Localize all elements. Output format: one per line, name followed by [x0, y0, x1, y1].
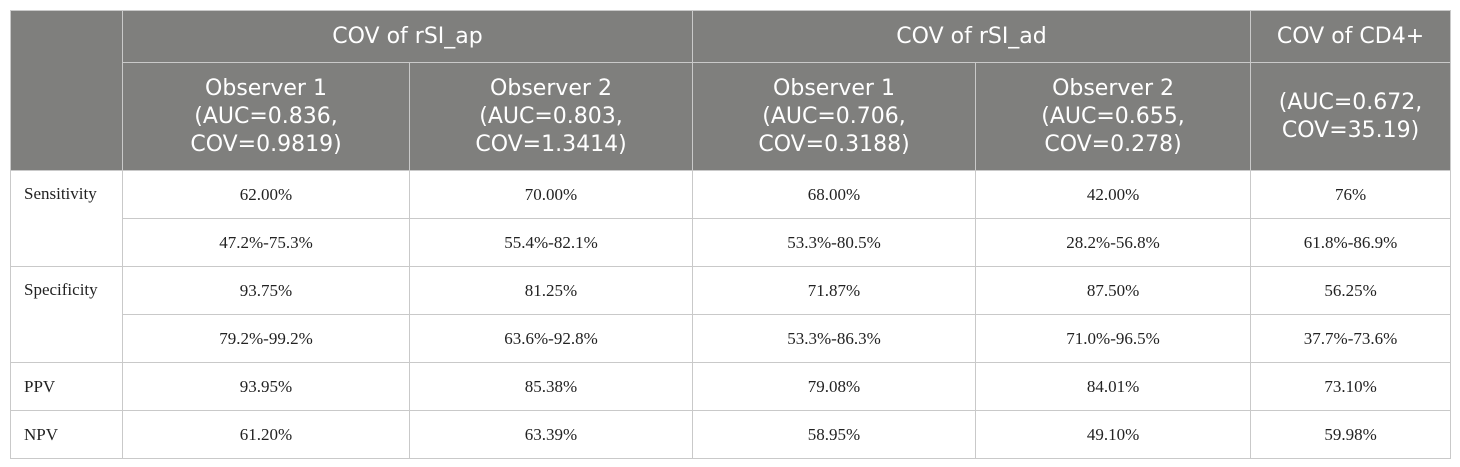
header-line: Observer 1	[773, 75, 895, 101]
header-line: (AUC=0.655,	[1041, 103, 1185, 129]
table-row: NPV 61.20% 63.39% 58.95% 49.10% 59.98%	[10, 410, 1452, 459]
header-line: (AUC=0.803,	[479, 103, 623, 129]
row-label: PPV	[10, 362, 123, 411]
table-body: Sensitivity 62.00% 70.00% 68.00% 42.00% 76% 47…	[10, 170, 1452, 459]
value-cell: 87.50%	[975, 266, 1252, 315]
corner-cell	[10, 10, 123, 171]
value-cell: 58.95%	[692, 410, 977, 459]
group-header: COV of rSI_ap	[121, 10, 694, 63]
value-cell: 61.20%	[122, 410, 410, 459]
table-row: PPV 93.95% 85.38% 79.08% 84.01% 73.10%	[10, 362, 1452, 411]
column-header: Observer 2 (AUC=0.803, COV=1.3414)	[408, 62, 694, 171]
header-line: Observer 2	[1052, 75, 1174, 101]
header-line: (AUC=0.672,	[1278, 89, 1423, 115]
table-row: 79.2%-99.2% 63.6%-92.8% 53.3%-86.3% 71.0%-9…	[11, 314, 1452, 363]
header-line: COV=0.3188)	[758, 131, 910, 157]
column-header: Observer 1 (AUC=0.836, COV=0.9819)	[122, 62, 410, 171]
value-cell: 61.8%-86.9%	[1250, 218, 1452, 267]
data-table: COV of rSI_ap COV of rSI_ad COV of CD4+ Obs…	[10, 10, 1452, 459]
value-cell: 63.6%-92.8%	[408, 314, 694, 363]
value-cell: 62.00%	[122, 170, 410, 219]
table-row: 47.2%-75.3% 55.4%-82.1% 53.3%-80.5% 28.2%-5…	[11, 218, 1452, 267]
value-cell: 76%	[1250, 170, 1452, 219]
header-row: COV of rSI_ap COV of rSI_ad COV of CD4+	[10, 10, 1452, 171]
value-cell: 47.2%-75.3%	[122, 218, 410, 267]
value-cell: 59.98%	[1250, 410, 1452, 459]
value-cell: 93.95%	[122, 362, 410, 411]
subheader-row: Observer 1 (AUC=0.836, COV=0.9819) Observer…	[11, 62, 1452, 171]
column-header: Observer 2 (AUC=0.655, COV=0.278)	[975, 62, 1252, 171]
header-line: (AUC=0.836,	[194, 103, 338, 129]
value-cell: 71.0%-96.5%	[975, 314, 1252, 363]
value-cell: 56.25%	[1250, 266, 1452, 315]
header-line: Observer 1	[205, 75, 327, 101]
header-line: COV=1.3414)	[475, 131, 627, 157]
value-cell: 93.75%	[122, 266, 410, 315]
table-row: Specificity 93.75% 81.25% 71.87% 87.50% 56.25…	[10, 266, 1452, 363]
header-line: COV=0.278)	[1044, 131, 1182, 157]
value-cell: 53.3%-86.3%	[692, 314, 977, 363]
value-cell: 85.38%	[408, 362, 694, 411]
row-label: NPV	[10, 410, 123, 459]
value-cell: 42.00%	[975, 170, 1252, 219]
header-line: COV=35.19)	[1281, 117, 1420, 143]
group-header: COV of rSI_ad	[692, 10, 1252, 63]
value-cell: 68.00%	[692, 170, 977, 219]
row-label: Specificity	[10, 266, 123, 363]
value-cell: 73.10%	[1250, 362, 1452, 411]
table-container: COV of rSI_ap COV of rSI_ad COV of CD4+ Obs…	[10, 10, 1452, 459]
column-header: Observer 1 (AUC=0.706, COV=0.3188)	[692, 62, 977, 171]
header-line: (AUC=0.706,	[762, 103, 906, 129]
row-label: Sensitivity	[10, 170, 123, 267]
table-header: COV of rSI_ap COV of rSI_ad COV of CD4+ Obs…	[10, 10, 1452, 171]
value-cell: 70.00%	[408, 170, 694, 219]
value-cell: 37.7%-73.6%	[1250, 314, 1452, 363]
value-cell: 63.39%	[408, 410, 694, 459]
value-cell: 55.4%-82.1%	[408, 218, 694, 267]
value-cell: 79.08%	[692, 362, 977, 411]
table-row: Sensitivity 62.00% 70.00% 68.00% 42.00% 76%	[10, 170, 1452, 267]
value-cell: 53.3%-80.5%	[692, 218, 977, 267]
header-line: COV=0.9819)	[190, 131, 342, 157]
group-header: COV of CD4+	[1250, 10, 1452, 63]
header-line: Observer 2	[490, 75, 612, 101]
value-cell: 84.01%	[975, 362, 1252, 411]
value-cell: 81.25%	[408, 266, 694, 315]
value-cell: 49.10%	[975, 410, 1252, 459]
column-header: (AUC=0.672, COV=35.19)	[1250, 62, 1452, 171]
value-cell: 71.87%	[692, 266, 977, 315]
value-cell: 79.2%-99.2%	[122, 314, 410, 363]
value-cell: 28.2%-56.8%	[975, 218, 1252, 267]
